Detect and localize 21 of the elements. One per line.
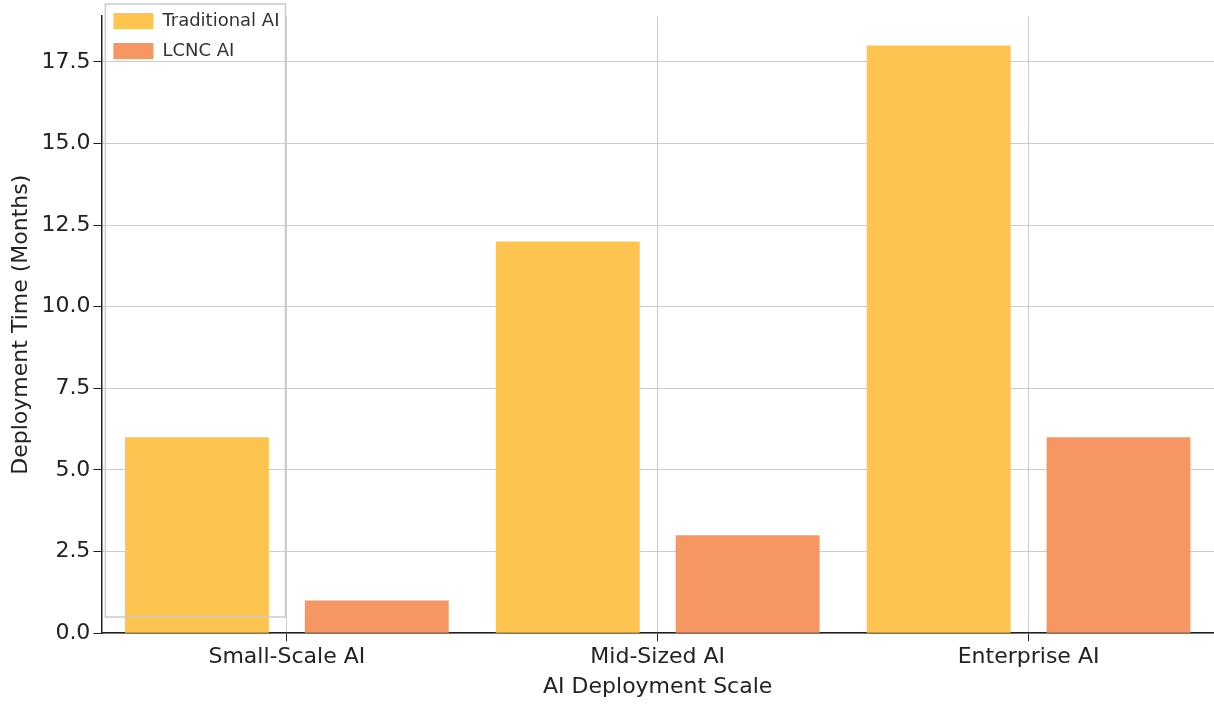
x-tick-label: Enterprise AI <box>957 643 1100 669</box>
x-axis-title: AI Deployment Scale <box>543 672 773 698</box>
legend-label: Traditional AI <box>161 8 280 30</box>
y-tick-label: 10.0 <box>41 292 91 318</box>
x-tick-label: Small-Scale AI <box>208 643 366 669</box>
y-tick-label: 7.5 <box>55 374 91 400</box>
bar <box>1046 437 1191 633</box>
x-tick-label: Mid-Sized AI <box>590 643 726 669</box>
y-tick-label: 0.0 <box>55 618 91 644</box>
y-tick-label: 5.0 <box>55 455 91 481</box>
bar <box>866 45 1011 633</box>
legend-label: LCNC AI <box>162 38 235 60</box>
bar <box>304 600 449 633</box>
y-tick-label: 17.5 <box>41 47 91 73</box>
y-axis-title: Deployment Time (Months) <box>6 174 32 475</box>
bar <box>124 437 269 633</box>
y-tick-label: 2.5 <box>55 537 91 563</box>
y-tick-label: 15.0 <box>41 129 91 155</box>
bar <box>675 535 820 633</box>
y-tick-label: 12.5 <box>41 210 91 236</box>
bar <box>495 241 640 633</box>
